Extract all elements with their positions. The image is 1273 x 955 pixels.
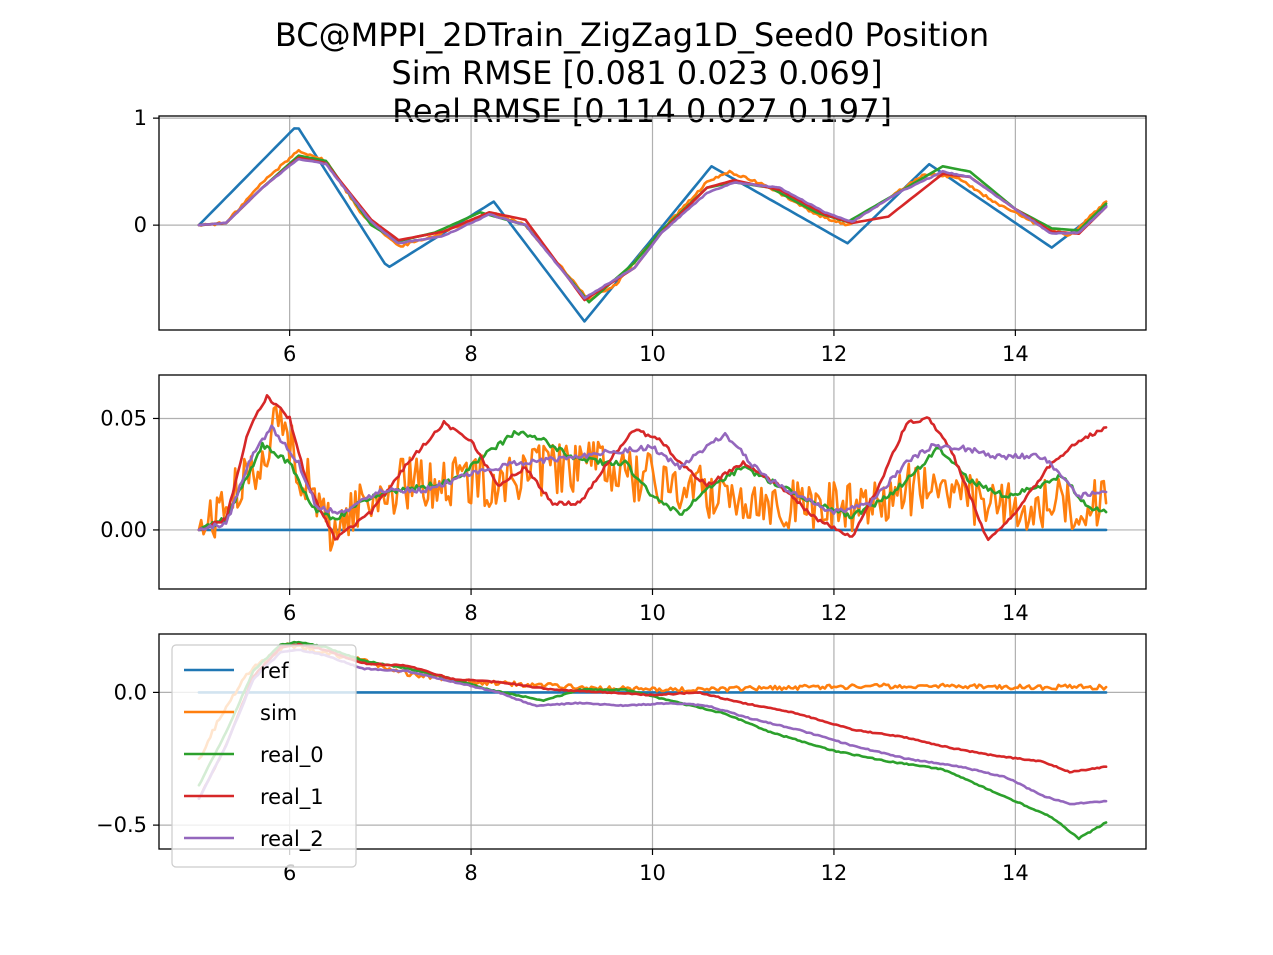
x-tick-label: 6: [283, 601, 296, 625]
x-tick-label: 12: [821, 601, 848, 625]
series-group: [197, 127, 1108, 323]
x-tick-label: 8: [464, 861, 477, 885]
legend-label-real-2: real_2: [260, 827, 324, 852]
series-line-real-1: [197, 394, 1108, 542]
x-tick-label: 8: [464, 601, 477, 625]
x-axis: 6 8 10 12 14: [283, 330, 1029, 366]
y-axis: −0.5 0.0: [96, 680, 159, 837]
x-tick-label: 8: [464, 342, 477, 366]
title-line-1: BC@MPPI_2DTrain_ZigZag1D_Seed0 Position: [275, 16, 989, 54]
y-axis: 0.00 0.05: [100, 406, 159, 542]
legend: ref sim real_0 real_1 real_2: [171, 644, 357, 868]
x-tick-label: 14: [1002, 601, 1029, 625]
x-tick-label: 14: [1002, 861, 1029, 885]
y-tick-label: 0.05: [100, 406, 147, 430]
x-tick-label: 10: [639, 861, 666, 885]
title-line-3: Real RMSE [0.114 0.027 0.197]: [392, 92, 892, 130]
series-line-real-2: [197, 424, 1108, 532]
y-tick-label: 0.0: [114, 680, 147, 704]
legend-label-real-1: real_1: [260, 785, 324, 810]
y-axis: 01: [134, 106, 159, 237]
legend-label-real-0: real_0: [260, 743, 324, 768]
legend-box: [171, 644, 357, 868]
series-line-ref: [197, 127, 1108, 323]
series-group: [197, 394, 1108, 552]
x-tick-label: 6: [283, 342, 296, 366]
figure-title: BC@MPPI_2DTrain_ZigZag1D_Seed0 Position …: [275, 16, 989, 130]
y-tick-label: −0.5: [96, 813, 147, 837]
x-tick-label: 12: [821, 342, 848, 366]
x-tick-label: 12: [821, 861, 848, 885]
y-tick-label: 1: [134, 106, 147, 130]
y-tick-label: 0.00: [100, 518, 147, 542]
legend-label-ref: ref: [260, 659, 289, 683]
x-tick-label: 10: [639, 342, 666, 366]
x-tick-label: 10: [639, 601, 666, 625]
series-line-real-2: [197, 157, 1108, 300]
x-tick-label: 14: [1002, 342, 1029, 366]
legend-label-sim: sim: [260, 701, 297, 725]
x-axis: 6 8 10 12 14: [283, 849, 1029, 885]
subplot-position-y: 6 8 10 12 14 0.00 0.05: [100, 374, 1147, 625]
x-axis: 6 8 10 12 14: [283, 589, 1029, 625]
title-line-2: Sim RMSE [0.081 0.023 0.069]: [391, 54, 882, 92]
y-tick-label: 0: [134, 213, 147, 237]
